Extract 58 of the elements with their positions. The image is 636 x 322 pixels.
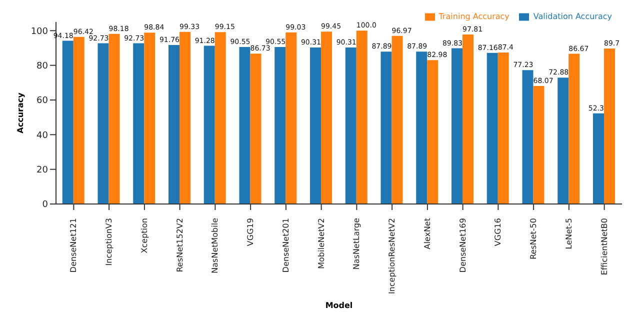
legend-label: Training Accuracy	[438, 12, 510, 22]
bar	[239, 47, 250, 204]
bar	[98, 43, 109, 204]
bar	[214, 32, 226, 204]
bar	[204, 46, 215, 204]
y-tick-label: 20	[36, 166, 48, 176]
x-tick-label: MobileNetV2	[316, 218, 326, 269]
bar	[310, 47, 321, 204]
y-axis-title: Accuracy	[16, 92, 25, 134]
x-tick-label: DenseNet169	[458, 218, 468, 273]
bar	[592, 113, 604, 204]
y-tick-label: 60	[36, 96, 48, 106]
legend-label: Validation Accuracy	[533, 12, 612, 22]
x-tick-label: AlexNet	[422, 218, 432, 250]
bar	[320, 32, 332, 204]
bar	[179, 32, 190, 204]
bar	[486, 52, 498, 204]
x-tick-label: NasNetMobile	[210, 218, 220, 274]
bar	[568, 54, 580, 204]
bar	[416, 52, 428, 204]
y-tick-label: 40	[36, 130, 48, 141]
bar	[392, 36, 403, 204]
x-tick-label: InceptionResNetV2	[388, 218, 397, 294]
bar	[133, 43, 144, 204]
bar	[62, 40, 74, 204]
bar	[108, 34, 120, 204]
x-tick-label: NasNetLarge	[352, 218, 362, 270]
x-tick-label: DenseNet201	[281, 218, 290, 273]
x-tick-label: VGG19	[246, 218, 256, 246]
bar	[250, 54, 262, 204]
x-tick-label: VGG16	[494, 218, 503, 246]
x-axis-title: Model	[325, 301, 353, 310]
y-tick-label: 80	[36, 62, 48, 72]
bar	[274, 47, 286, 204]
bar	[286, 32, 297, 204]
y-tick-label: 100	[30, 26, 48, 37]
bar	[558, 78, 569, 204]
bar	[356, 30, 368, 204]
bar	[427, 60, 438, 204]
bar	[73, 36, 84, 204]
y-tick-label: 0	[42, 200, 48, 210]
x-tick-label: EfficientNetB0	[600, 218, 609, 276]
x-tick-label: ResNet152V2	[175, 218, 184, 272]
bar	[604, 48, 615, 204]
x-tick-label: DenseNet121	[69, 218, 78, 273]
x-tick-label: InceptionV3	[104, 218, 114, 266]
x-tick-label: ResNet-50	[529, 218, 538, 260]
bar	[451, 48, 462, 204]
bar	[380, 52, 392, 204]
bar	[345, 47, 356, 204]
x-tick-label: Xception	[140, 218, 149, 254]
bar	[144, 32, 156, 204]
bar	[498, 52, 509, 204]
bar	[522, 70, 534, 204]
x-tick-label: LeNet-5	[564, 218, 574, 250]
bar	[533, 86, 544, 204]
bar	[462, 34, 474, 204]
bar	[168, 44, 180, 204]
